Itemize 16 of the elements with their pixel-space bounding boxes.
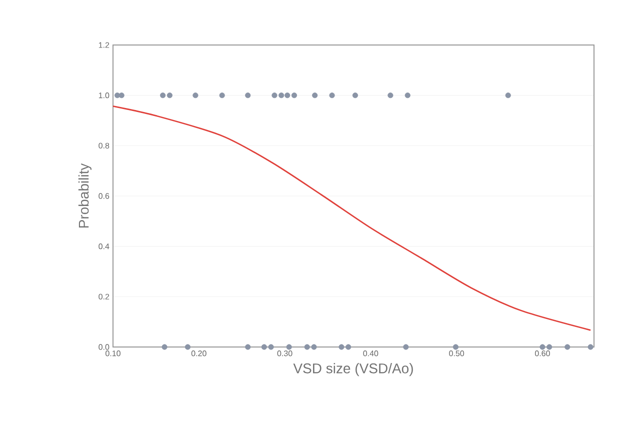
y-tick-label: 0.0: [98, 344, 110, 350]
y-axis-title: Probability: [78, 163, 92, 228]
x-tick-label: 0.30: [277, 350, 292, 356]
y-tick-label: 0.8: [98, 142, 110, 148]
x-tick-label: 0.50: [449, 350, 464, 356]
line-series: [112, 105, 592, 331]
y-tick-label: 0.2: [98, 294, 110, 300]
x-tick-label: 0.40: [363, 350, 378, 356]
y-tick-label: 0.6: [98, 193, 110, 199]
x-tick-label: 0.10: [106, 350, 120, 356]
y-tick-label: 0.4: [98, 244, 110, 250]
y-tick-label: 1.2: [98, 42, 110, 48]
x-axis-title: VSD size (VSD/Ao): [293, 363, 413, 376]
x-tick-label: 0.60: [534, 350, 550, 356]
y-tick-label: 1.0: [98, 92, 110, 98]
x-tick-label: 0.20: [191, 350, 206, 356]
